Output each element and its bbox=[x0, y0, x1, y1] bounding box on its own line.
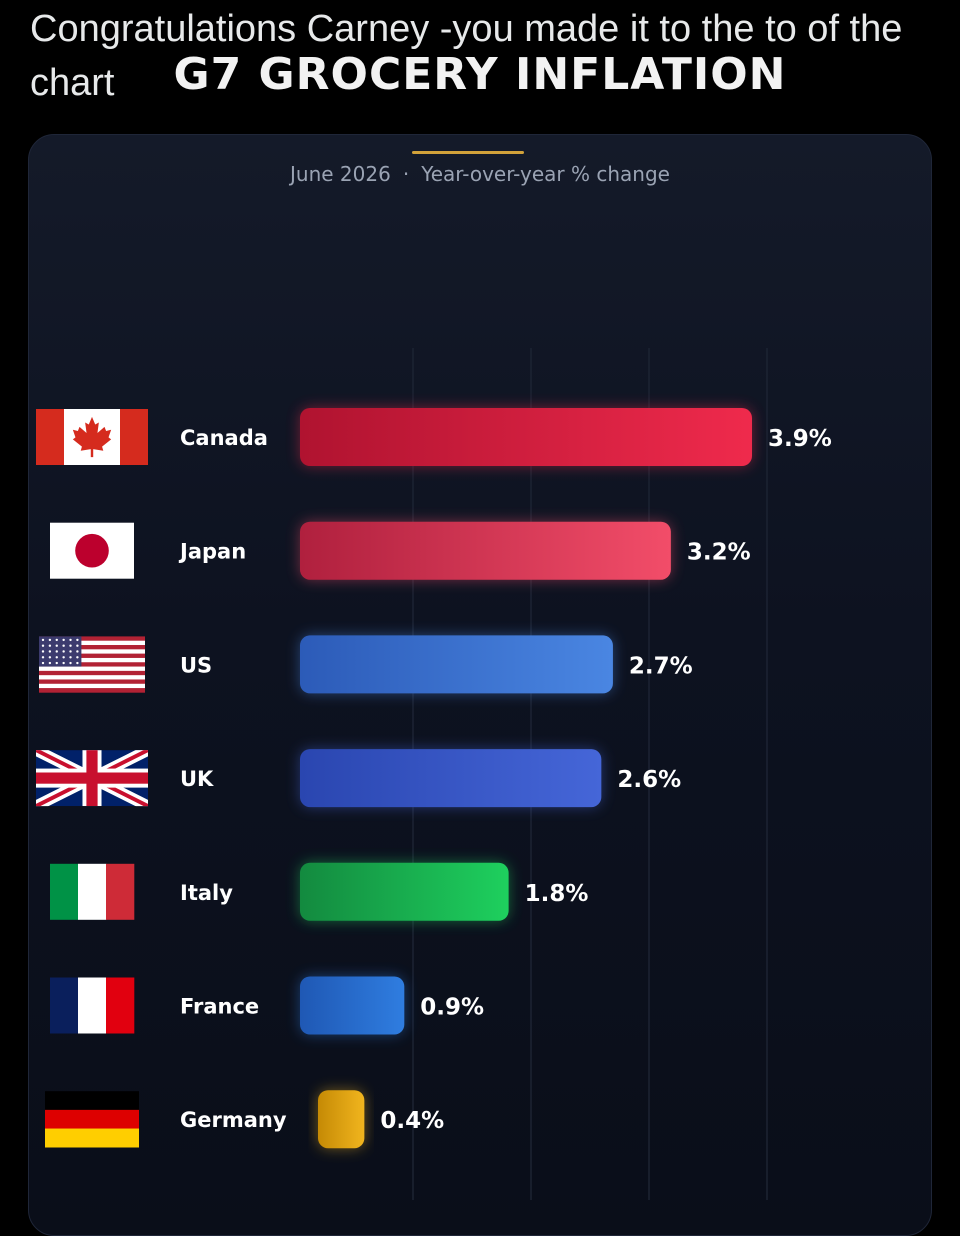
subtitle-date: June 2026 bbox=[290, 162, 391, 186]
subtitle-separator: · bbox=[402, 162, 410, 186]
value-label: 1.8% bbox=[525, 881, 589, 907]
bars: Canada 3.9% Japan 3.2% US 2.7% UK 2.6% Italy 1.8%… bbox=[178, 408, 832, 1149]
category-label: Japan bbox=[178, 540, 246, 564]
bar-france bbox=[300, 976, 405, 1035]
value-label: 0.4% bbox=[380, 1108, 444, 1134]
category-label: Germany bbox=[180, 1108, 287, 1132]
value-label: 0.9% bbox=[420, 995, 484, 1021]
bar-us bbox=[300, 635, 613, 694]
bar-japan bbox=[300, 521, 671, 580]
value-label: 2.6% bbox=[617, 767, 681, 793]
maple-leaf-icon bbox=[72, 416, 112, 458]
category-label: France bbox=[180, 995, 259, 1019]
category-label: Canada bbox=[180, 426, 268, 450]
chart-title: G7 GROCERY INFLATION bbox=[173, 49, 787, 100]
category-label: US bbox=[180, 653, 212, 677]
subtitle-metric: Year-over-year % change bbox=[421, 162, 670, 186]
flags bbox=[36, 409, 148, 1148]
value-label: 3.2% bbox=[687, 540, 751, 566]
bar-canada bbox=[300, 408, 752, 466]
bar-germany bbox=[318, 1090, 365, 1149]
bar-uk bbox=[300, 749, 602, 808]
italy-flag-icon bbox=[50, 863, 135, 920]
us-flag-icon bbox=[39, 636, 145, 693]
post-text: Congratulations Carney -you made it to t… bbox=[30, 8, 903, 104]
uk-flag-icon bbox=[36, 750, 148, 807]
bar-italy bbox=[300, 862, 509, 921]
category-label: Italy bbox=[180, 881, 233, 905]
canada-flag-icon bbox=[36, 409, 148, 465]
japan-flag-icon bbox=[50, 522, 134, 579]
title-underline bbox=[412, 151, 524, 154]
germany-flag-icon bbox=[45, 1091, 139, 1148]
value-label: 2.7% bbox=[629, 653, 693, 679]
chart-subtitle: June 2026 · Year-over-year % change bbox=[0, 160, 960, 188]
france-flag-icon bbox=[50, 977, 135, 1034]
value-label: 3.9% bbox=[768, 426, 832, 452]
category-label: UK bbox=[180, 767, 214, 791]
bar-chart: Canada 3.9% Japan 3.2% US 2.7% UK 2.6% Italy 1.8%… bbox=[36, 348, 832, 1200]
